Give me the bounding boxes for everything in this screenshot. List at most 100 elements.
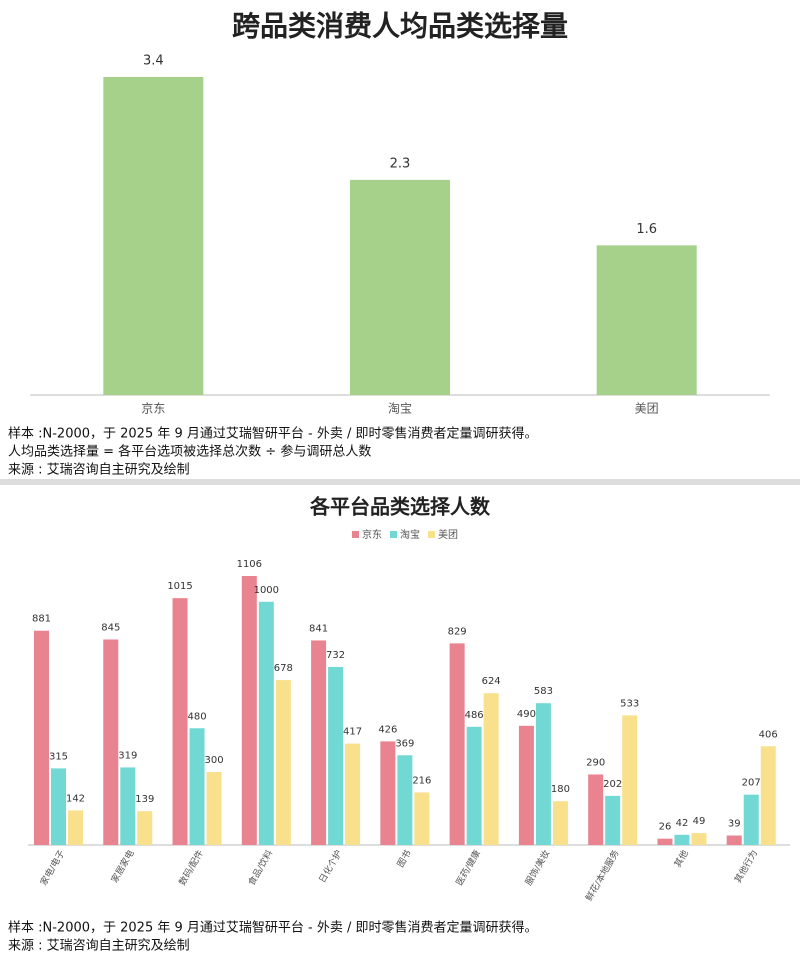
bar — [103, 77, 204, 395]
bar — [34, 630, 49, 845]
bar — [605, 795, 621, 845]
x-tick-label: 数码/配件 — [176, 848, 206, 888]
x-tick-label: 医药/健康 — [453, 848, 483, 888]
value-label: 3.4 — [143, 54, 164, 69]
value-label: 290 — [586, 757, 605, 768]
value-label: 406 — [759, 729, 778, 740]
legend-swatch — [352, 531, 359, 538]
x-tick-label: 服饰/美妆 — [522, 848, 552, 888]
bar — [760, 746, 776, 845]
legend-swatch — [428, 531, 435, 538]
value-label: 841 — [309, 623, 328, 634]
value-label: 490 — [517, 709, 536, 720]
value-label: 624 — [482, 676, 501, 687]
bar — [397, 755, 413, 845]
x-tick-label: 其他行为 — [732, 848, 760, 885]
value-label: 417 — [343, 727, 362, 738]
bar — [311, 640, 327, 845]
x-tick-label: 图书 — [395, 848, 414, 869]
value-label: 369 — [395, 738, 414, 749]
value-label: 1.6 — [636, 222, 657, 237]
legend-swatch — [390, 531, 397, 538]
bar — [518, 725, 534, 845]
legend-label: 淘宝 — [400, 528, 420, 541]
value-label: 180 — [551, 784, 570, 795]
value-label: 216 — [412, 775, 431, 786]
value-label: 829 — [448, 626, 467, 637]
x-tick-label: 食品/饮料 — [245, 848, 275, 888]
value-label: 678 — [274, 663, 293, 674]
x-tick-label: 美团 — [635, 402, 659, 416]
chart-title: 跨品类消费人均品类选择量 — [232, 10, 568, 43]
divider — [0, 479, 800, 485]
note: 来源 : 艾瑞咨询自主研究及绘制 — [8, 939, 190, 954]
bar — [345, 743, 361, 845]
bar — [137, 811, 153, 845]
bar — [535, 703, 551, 845]
value-label: 142 — [66, 793, 85, 804]
value-label: 2.3 — [390, 156, 411, 171]
note: 人均品类选择量 = 各平台选项被选择总次数 ÷ 参与调研总人数 — [8, 444, 371, 460]
value-label: 732 — [326, 650, 345, 661]
x-tick-label: 家居家电 — [108, 848, 136, 885]
value-label: 139 — [135, 794, 154, 805]
x-tick-label: 京东 — [141, 402, 165, 416]
value-label: 319 — [118, 750, 137, 761]
note: 样本 :N-2000，于 2025 年 9 月通过艾瑞智研平台 - 外卖 / 即… — [8, 920, 538, 936]
value-label: 315 — [49, 751, 68, 762]
x-tick-label: 淘宝 — [388, 402, 412, 416]
bar — [691, 833, 707, 845]
bar — [552, 801, 568, 845]
value-label: 480 — [187, 711, 206, 722]
value-label: 845 — [101, 622, 120, 633]
value-label: 42 — [676, 818, 689, 829]
x-tick-label: 家电/电子 — [37, 848, 67, 888]
x-tick-label: 日化个护 — [316, 848, 344, 885]
value-label: 300 — [204, 755, 223, 766]
value-label: 1106 — [237, 559, 262, 570]
note: 样本 :N-2000，于 2025 年 9 月通过艾瑞智研平台 - 外卖 / 即… — [8, 426, 538, 442]
bar — [189, 728, 205, 845]
value-label: 49 — [693, 816, 706, 827]
bar — [657, 838, 673, 845]
value-label: 207 — [742, 778, 761, 789]
bar — [206, 772, 222, 845]
bar — [68, 810, 83, 845]
x-tick-label: 其他 — [671, 848, 690, 870]
value-label: 1015 — [167, 581, 192, 592]
bar — [275, 680, 291, 845]
bar — [726, 835, 742, 845]
bar — [328, 666, 344, 845]
bar — [350, 179, 450, 395]
bar — [414, 792, 430, 845]
bar — [103, 639, 119, 845]
bar — [466, 726, 482, 845]
bar — [120, 767, 136, 845]
chart-title: 各平台品类选择人数 — [309, 495, 491, 519]
bar — [51, 768, 66, 845]
value-label: 26 — [659, 822, 672, 833]
bar — [483, 693, 499, 845]
value-label: 533 — [620, 698, 639, 709]
value-label: 202 — [603, 779, 622, 790]
note: 来源 : 艾瑞咨询自主研究及绘制 — [8, 463, 190, 478]
bar — [172, 598, 188, 845]
bar — [241, 576, 257, 845]
x-tick-label: 鲜花/本地服务 — [583, 848, 622, 903]
bar — [588, 774, 604, 845]
value-label: 583 — [534, 686, 553, 697]
legend-label: 美团 — [438, 528, 458, 541]
bar — [596, 245, 697, 395]
value-label: 426 — [378, 724, 397, 735]
value-label: 39 — [728, 819, 741, 830]
value-label: 881 — [32, 614, 51, 625]
legend-label: 京东 — [362, 528, 382, 541]
bar — [258, 601, 274, 845]
bar — [622, 715, 638, 845]
value-label: 486 — [465, 710, 484, 721]
bar — [380, 741, 396, 845]
bar — [449, 643, 465, 845]
value-label: 1000 — [254, 585, 279, 596]
